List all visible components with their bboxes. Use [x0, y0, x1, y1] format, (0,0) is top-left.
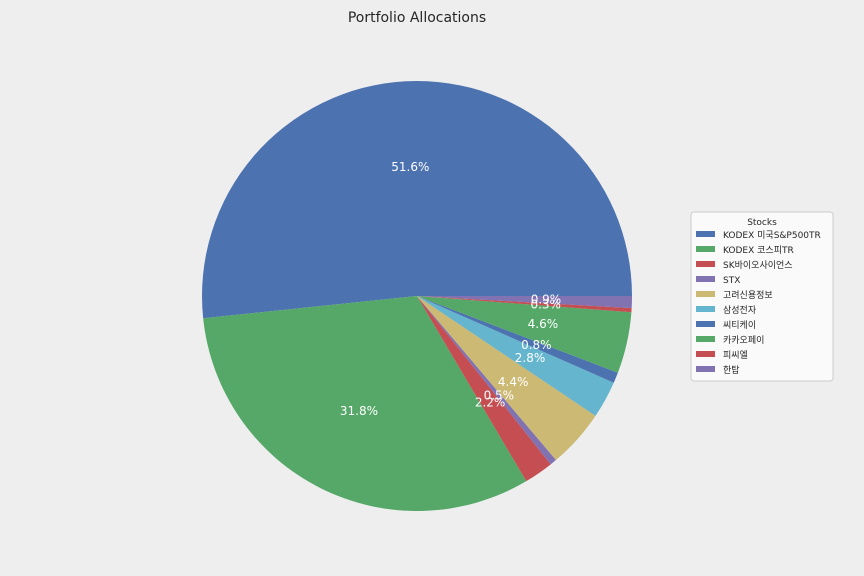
slice-percent-label: 51.6% — [391, 160, 429, 174]
legend-swatch — [696, 246, 715, 252]
pie-slice — [417, 296, 614, 416]
pie-slice — [203, 296, 527, 511]
legend-swatch — [696, 366, 715, 372]
pie-slice — [417, 296, 632, 313]
legend-label: 카카오페이 — [723, 335, 764, 346]
legend-label: 한탑 — [723, 364, 740, 376]
pie-slice — [417, 296, 551, 482]
legend-label: 피씨엘 — [723, 350, 748, 361]
legend-swatch — [696, 261, 715, 267]
pie-slice — [417, 296, 618, 383]
pie-slice — [417, 296, 596, 461]
slice-percent-label: 4.6% — [528, 317, 559, 331]
legend-swatch — [696, 336, 715, 342]
legend-label: KODEX 코스피TR — [723, 245, 794, 256]
pie-slice — [417, 296, 556, 465]
legend-swatch — [696, 351, 715, 357]
slice-percent-label: 0.5% — [484, 389, 515, 403]
legend-label: 삼성전자 — [723, 305, 757, 316]
pie-slice — [202, 80, 633, 319]
slice-percent-label: 2.8% — [515, 351, 546, 365]
slice-percent-label: 4.4% — [498, 375, 529, 389]
pie-slice — [417, 296, 632, 309]
pie-slice — [417, 296, 632, 373]
legend-items: KODEX 미국S&P500TR KODEX 코스피TR SK바이오사이언스 STX 고… — [696, 230, 821, 376]
legend-title: Stocks — [747, 218, 777, 228]
legend-swatch — [696, 291, 715, 297]
slice-percent-label: 0.3% — [530, 298, 561, 312]
legend-label: SK바이오사이언스 — [723, 259, 793, 271]
chart-title: Portfolio Allocations — [348, 10, 486, 26]
slice-percent-label: 0.9% — [531, 293, 562, 307]
legend-swatch — [696, 321, 715, 327]
slice-percent-label: 0.8% — [521, 338, 552, 352]
pie-slices — [202, 80, 633, 511]
legend: Stocks KODEX 미국S&P500TR KODEX 코스피TR SK바이오사… — [690, 211, 834, 382]
legend-swatch — [696, 276, 715, 282]
legend-label: 씨티케이 — [723, 320, 756, 331]
slice-percent-label: 2.2% — [475, 395, 506, 409]
pie-labels: 51.6% 31.8% 2.2%0.5%4.4% 2.8%0.8% 4.6% 0.3%0.… — [340, 160, 561, 418]
legend-swatch — [696, 306, 715, 312]
legend-swatch — [696, 231, 715, 237]
slice-percent-label: 31.8% — [340, 404, 378, 418]
legend-box — [690, 211, 834, 382]
legend-label: 고려신용정보 — [723, 290, 773, 301]
legend-label: KODEX 미국S&P500TR — [723, 230, 821, 241]
legend-label: STX — [723, 276, 740, 286]
